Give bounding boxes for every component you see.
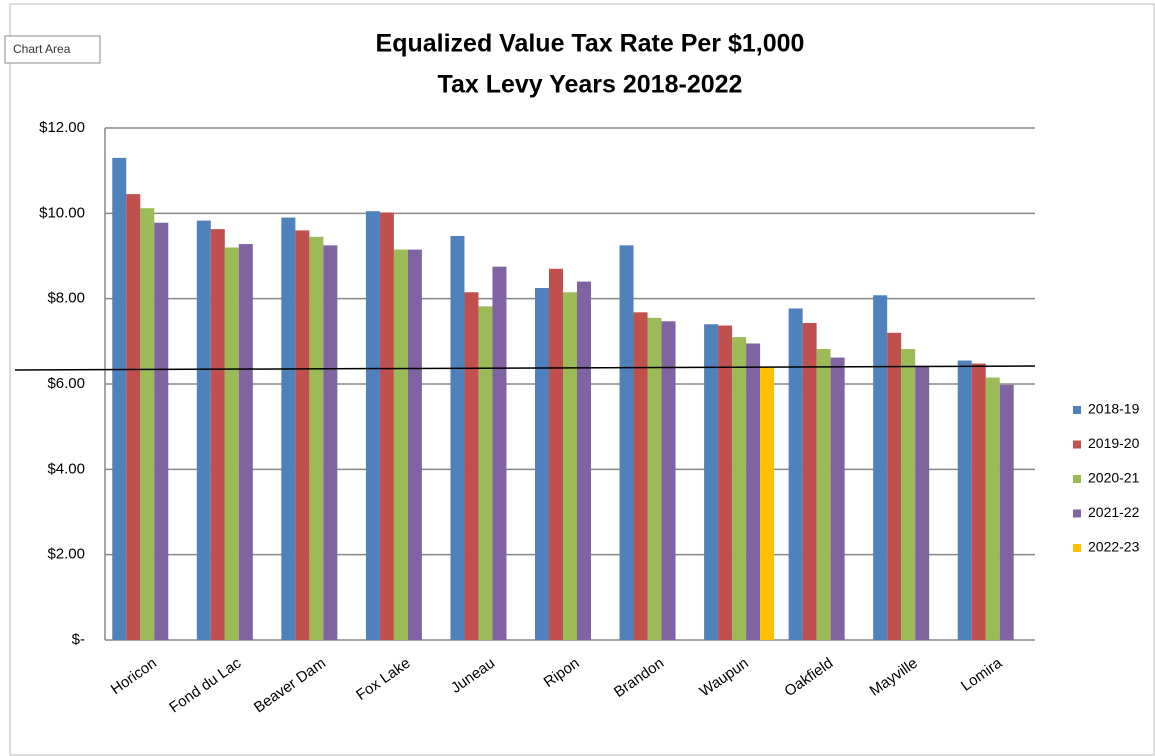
bar	[126, 194, 141, 640]
legend-swatch	[1073, 440, 1081, 449]
bar	[802, 322, 817, 640]
bar	[549, 268, 563, 640]
bar	[492, 266, 507, 640]
bar	[450, 235, 465, 641]
y-tick-label: $2.00	[47, 546, 85, 563]
y-tick-label: $6.00	[47, 375, 85, 392]
bar	[577, 281, 591, 640]
bar	[985, 377, 1000, 640]
bar	[309, 236, 324, 641]
tooltip: Chart Area	[13, 42, 71, 56]
chart-subtitle: Tax Levy Years 2018-2022	[438, 71, 743, 99]
y-tick-label: $10.00	[39, 204, 85, 221]
legend-swatch	[1073, 509, 1081, 518]
bar	[295, 230, 310, 640]
bar	[140, 208, 155, 641]
bar	[760, 366, 775, 640]
bar	[873, 295, 888, 640]
bar	[816, 349, 831, 640]
bar	[661, 321, 676, 640]
bar	[407, 249, 422, 640]
bar	[746, 343, 761, 640]
legend-swatch	[1073, 475, 1081, 483]
bar	[238, 244, 253, 640]
bar	[788, 308, 803, 640]
bar	[732, 337, 747, 640]
bar	[196, 220, 211, 640]
legend-label: 2020-21	[1088, 470, 1140, 486]
bar	[535, 288, 549, 640]
bar	[154, 222, 169, 640]
bar	[393, 249, 408, 640]
bar	[633, 312, 648, 640]
y-tick-label: $8.00	[47, 290, 85, 307]
bar	[563, 292, 577, 640]
legend-swatch	[1073, 406, 1081, 414]
y-tick-label: $12.00	[39, 119, 85, 136]
bar	[281, 217, 296, 640]
bar	[112, 157, 127, 640]
bar	[224, 247, 239, 640]
legend-swatch	[1073, 544, 1081, 552]
bar	[619, 245, 634, 641]
bar	[210, 229, 225, 640]
chart-title: Equalized Value Tax Rate Per $1,000	[376, 30, 805, 58]
bar	[647, 317, 662, 640]
bar	[718, 325, 733, 640]
bar	[971, 363, 986, 640]
bar	[323, 245, 338, 641]
bar	[478, 306, 493, 640]
bar	[901, 349, 916, 640]
legend-label: 2019-20	[1088, 435, 1140, 451]
tooltip-box	[4, 35, 101, 64]
reference-line	[14, 365, 1036, 371]
bar	[704, 324, 719, 640]
y-tick-label: $4.00	[47, 460, 85, 477]
bar	[999, 384, 1014, 640]
bar	[830, 357, 845, 640]
bar	[957, 360, 972, 640]
bar	[379, 212, 394, 641]
legend-label: 2018-19	[1088, 401, 1140, 417]
bar	[464, 292, 479, 640]
y-tick-label: $-	[72, 631, 85, 648]
bar	[915, 365, 930, 640]
legend-label: 2021-22	[1088, 504, 1140, 520]
bar	[887, 332, 902, 640]
bar	[365, 211, 380, 640]
legend-label: 2022-23	[1088, 539, 1140, 555]
